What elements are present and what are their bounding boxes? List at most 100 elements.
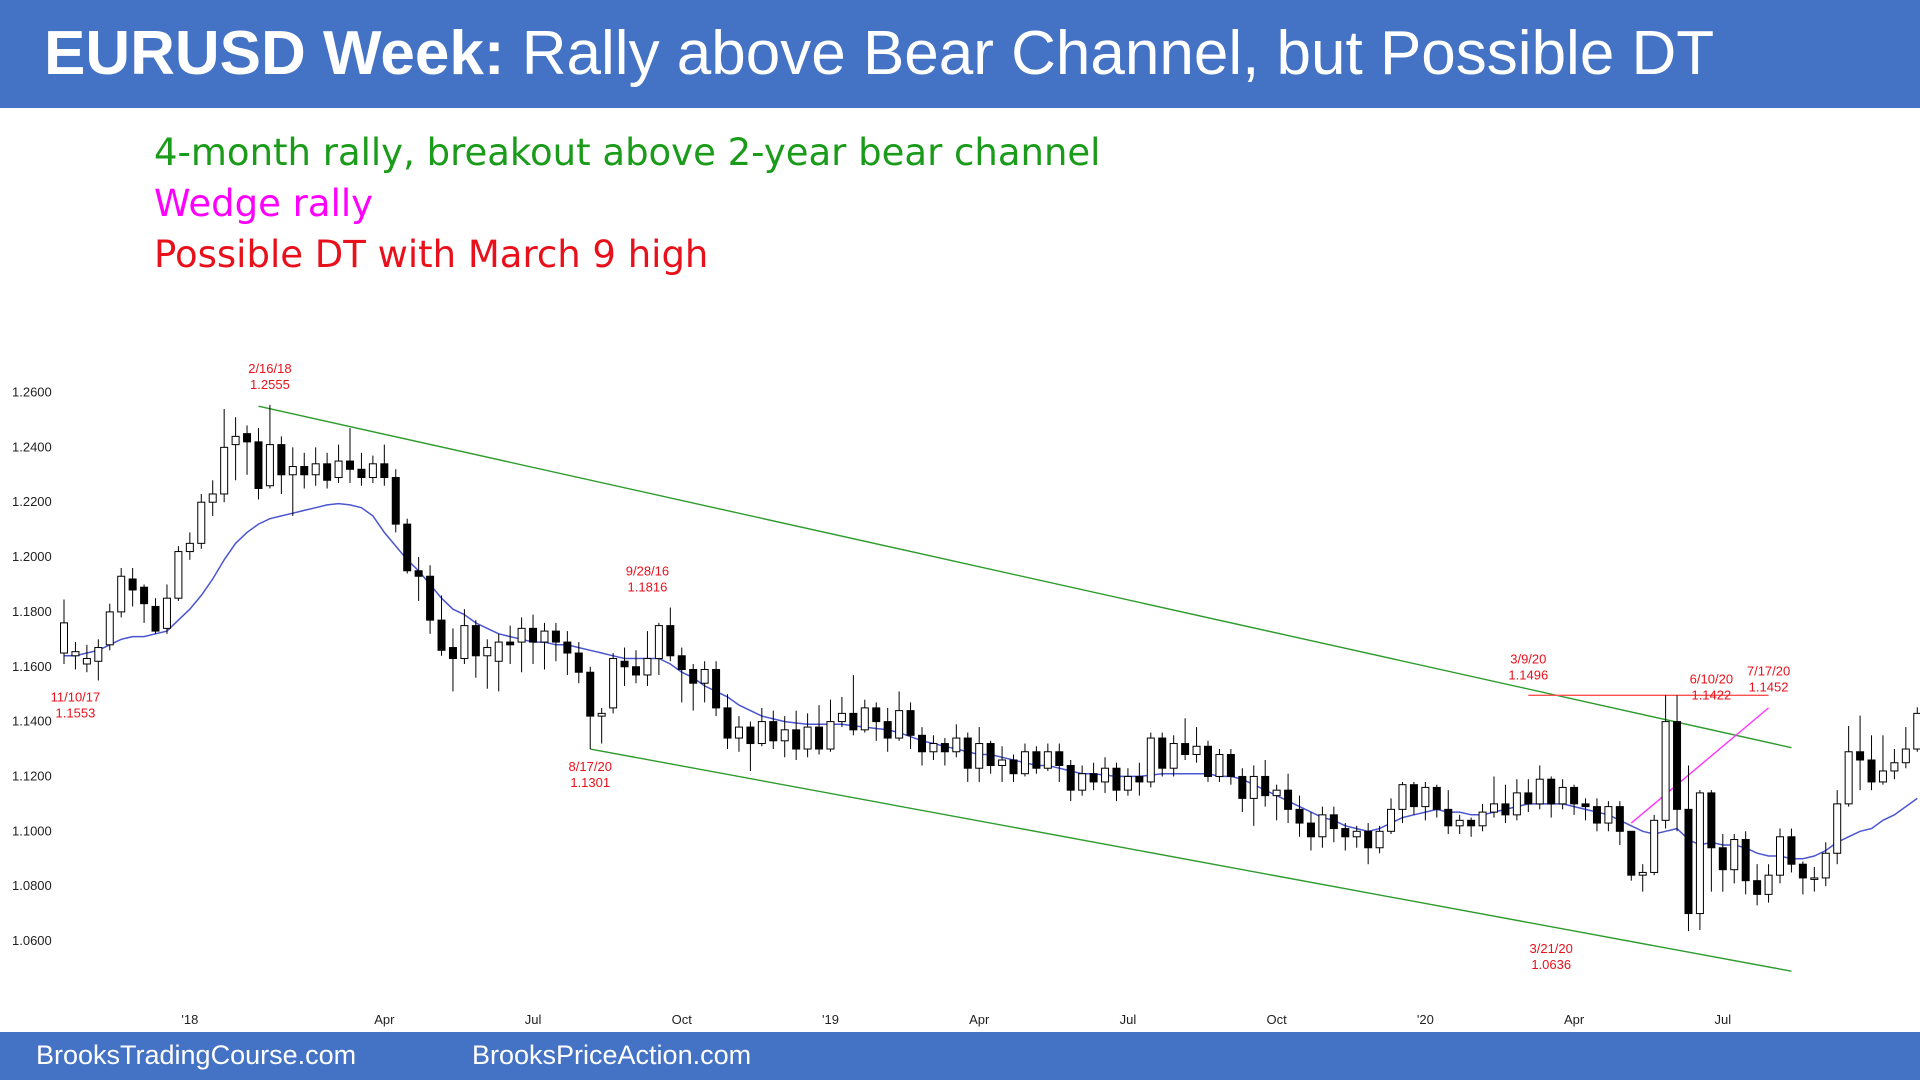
bull-candle (1730, 839, 1739, 871)
x-tick-label: '18 (181, 1012, 198, 1027)
bull-candle (1512, 792, 1521, 816)
bull-candle (334, 460, 343, 479)
bear-candle (1261, 775, 1270, 797)
bear-candle (1718, 847, 1727, 871)
y-tick-label: 1.2400 (12, 439, 52, 454)
price-annotation: 1.1553 (56, 706, 96, 721)
bull-candle (1890, 762, 1899, 772)
bull-candle (1638, 871, 1647, 876)
bull-candle (700, 668, 709, 684)
bull-candle (929, 743, 938, 753)
bear-candle (1204, 745, 1212, 777)
bear-candle (277, 444, 286, 476)
bull-candle (94, 647, 103, 662)
price-annotation: 3/9/20 (1510, 651, 1546, 666)
bull-candle (1215, 754, 1224, 777)
bear-candle (872, 707, 881, 723)
bull-candle (1101, 767, 1110, 783)
bear-candle (471, 625, 480, 657)
bull-candle (82, 658, 91, 665)
x-tick-label: Oct (672, 1012, 693, 1027)
bull-candle (1490, 803, 1498, 813)
bear-candle (1501, 803, 1510, 816)
footer-bar: BrooksTradingCourse.com BrooksPriceActio… (0, 1032, 1920, 1080)
bull-candle (460, 625, 469, 660)
bear-candle (391, 477, 400, 525)
bear-candle (574, 652, 583, 673)
bull-candle (1913, 712, 1920, 750)
bear-candle (1627, 830, 1636, 876)
bull-candle (368, 463, 377, 479)
bear-candle (563, 641, 572, 654)
bull-candle (1192, 745, 1201, 756)
bear-candle (254, 441, 263, 489)
bull-candle (1078, 773, 1087, 791)
bull-candle (174, 551, 183, 599)
bear-candle (620, 660, 629, 668)
bear-candle (769, 721, 778, 742)
bear-candle (1444, 808, 1453, 827)
x-tick-label: Apr (374, 1012, 395, 1027)
bear-candle (1432, 786, 1441, 810)
price-annotation: 1.0636 (1531, 957, 1571, 972)
bull-candle (1249, 775, 1258, 799)
bear-candle (380, 463, 389, 479)
bear-candle (689, 668, 698, 684)
bear-candle (1707, 792, 1716, 849)
bear-candle (529, 627, 538, 643)
bull-candle (975, 743, 984, 769)
footer-link-brooks-trading-course[interactable]: BrooksTradingCourse.com (36, 1040, 357, 1070)
bear-candle (437, 619, 446, 651)
bear-candle (1181, 743, 1190, 756)
bear-candle (1753, 880, 1762, 895)
bear-candle (1055, 751, 1064, 766)
bear-candle (1089, 773, 1098, 783)
bear-candle (448, 647, 457, 660)
bull-candle (1398, 784, 1407, 810)
bull-candle (1387, 808, 1396, 832)
moving-average-line (64, 502, 1918, 860)
x-tick-label: Apr (969, 1012, 990, 1027)
bull-candle (1020, 751, 1029, 775)
bear-candle (723, 707, 732, 739)
title-bold: EURUSD Week: (44, 19, 505, 88)
bear-candle (1284, 789, 1293, 810)
bear-candle (1409, 784, 1418, 808)
bear-candle (414, 570, 423, 577)
bull-candle (208, 493, 217, 503)
bull-candle (1535, 778, 1544, 805)
price-annotation: 1.1422 (1691, 688, 1731, 703)
bull-candle (757, 721, 766, 745)
x-tick-label: Oct (1267, 1012, 1288, 1027)
y-tick-label: 1.0600 (12, 933, 52, 948)
footer-link-brooks-price-action[interactable]: BrooksPriceAction.com (472, 1040, 752, 1070)
page-title: EURUSD Week: Rally above Bear Channel, b… (44, 18, 1714, 90)
note-rally: 4-month rally, breakout above 2-year bea… (154, 131, 1101, 174)
bear-candle (1467, 819, 1476, 827)
bull-candle (1821, 852, 1830, 879)
bull-candle (952, 737, 961, 753)
x-tick-label: Jul (1120, 1012, 1137, 1027)
y-tick-label: 1.1000 (12, 823, 52, 838)
title-banner: EURUSD Week: Rally above Bear Channel, b… (0, 0, 1920, 108)
bear-candle (1158, 737, 1167, 769)
bull-candle (1123, 775, 1132, 791)
bull-candle (734, 726, 743, 739)
price-chart: 1.2600 1.2400 1.2200 1.2000 1.1800 1.1600 1.14… (12, 361, 1920, 1027)
bull-candle (517, 627, 526, 643)
bull-candle (837, 712, 846, 723)
y-tick-label: 1.2600 (12, 385, 52, 400)
bear-candle (357, 468, 366, 479)
price-annotation: 11/10/17 (51, 690, 101, 705)
bull-candle (1375, 830, 1384, 849)
bull-candle (780, 729, 789, 742)
bear-candle (128, 578, 137, 591)
bull-candle (826, 721, 835, 750)
bull-candle (654, 625, 663, 660)
bear-candle (1581, 803, 1590, 808)
bull-candle (1650, 819, 1659, 873)
note-wedge: Wedge rally (154, 182, 374, 225)
bull-candle (220, 446, 229, 495)
wedge-line (1630, 707, 1770, 824)
y-tick-label: 1.2200 (12, 494, 52, 509)
